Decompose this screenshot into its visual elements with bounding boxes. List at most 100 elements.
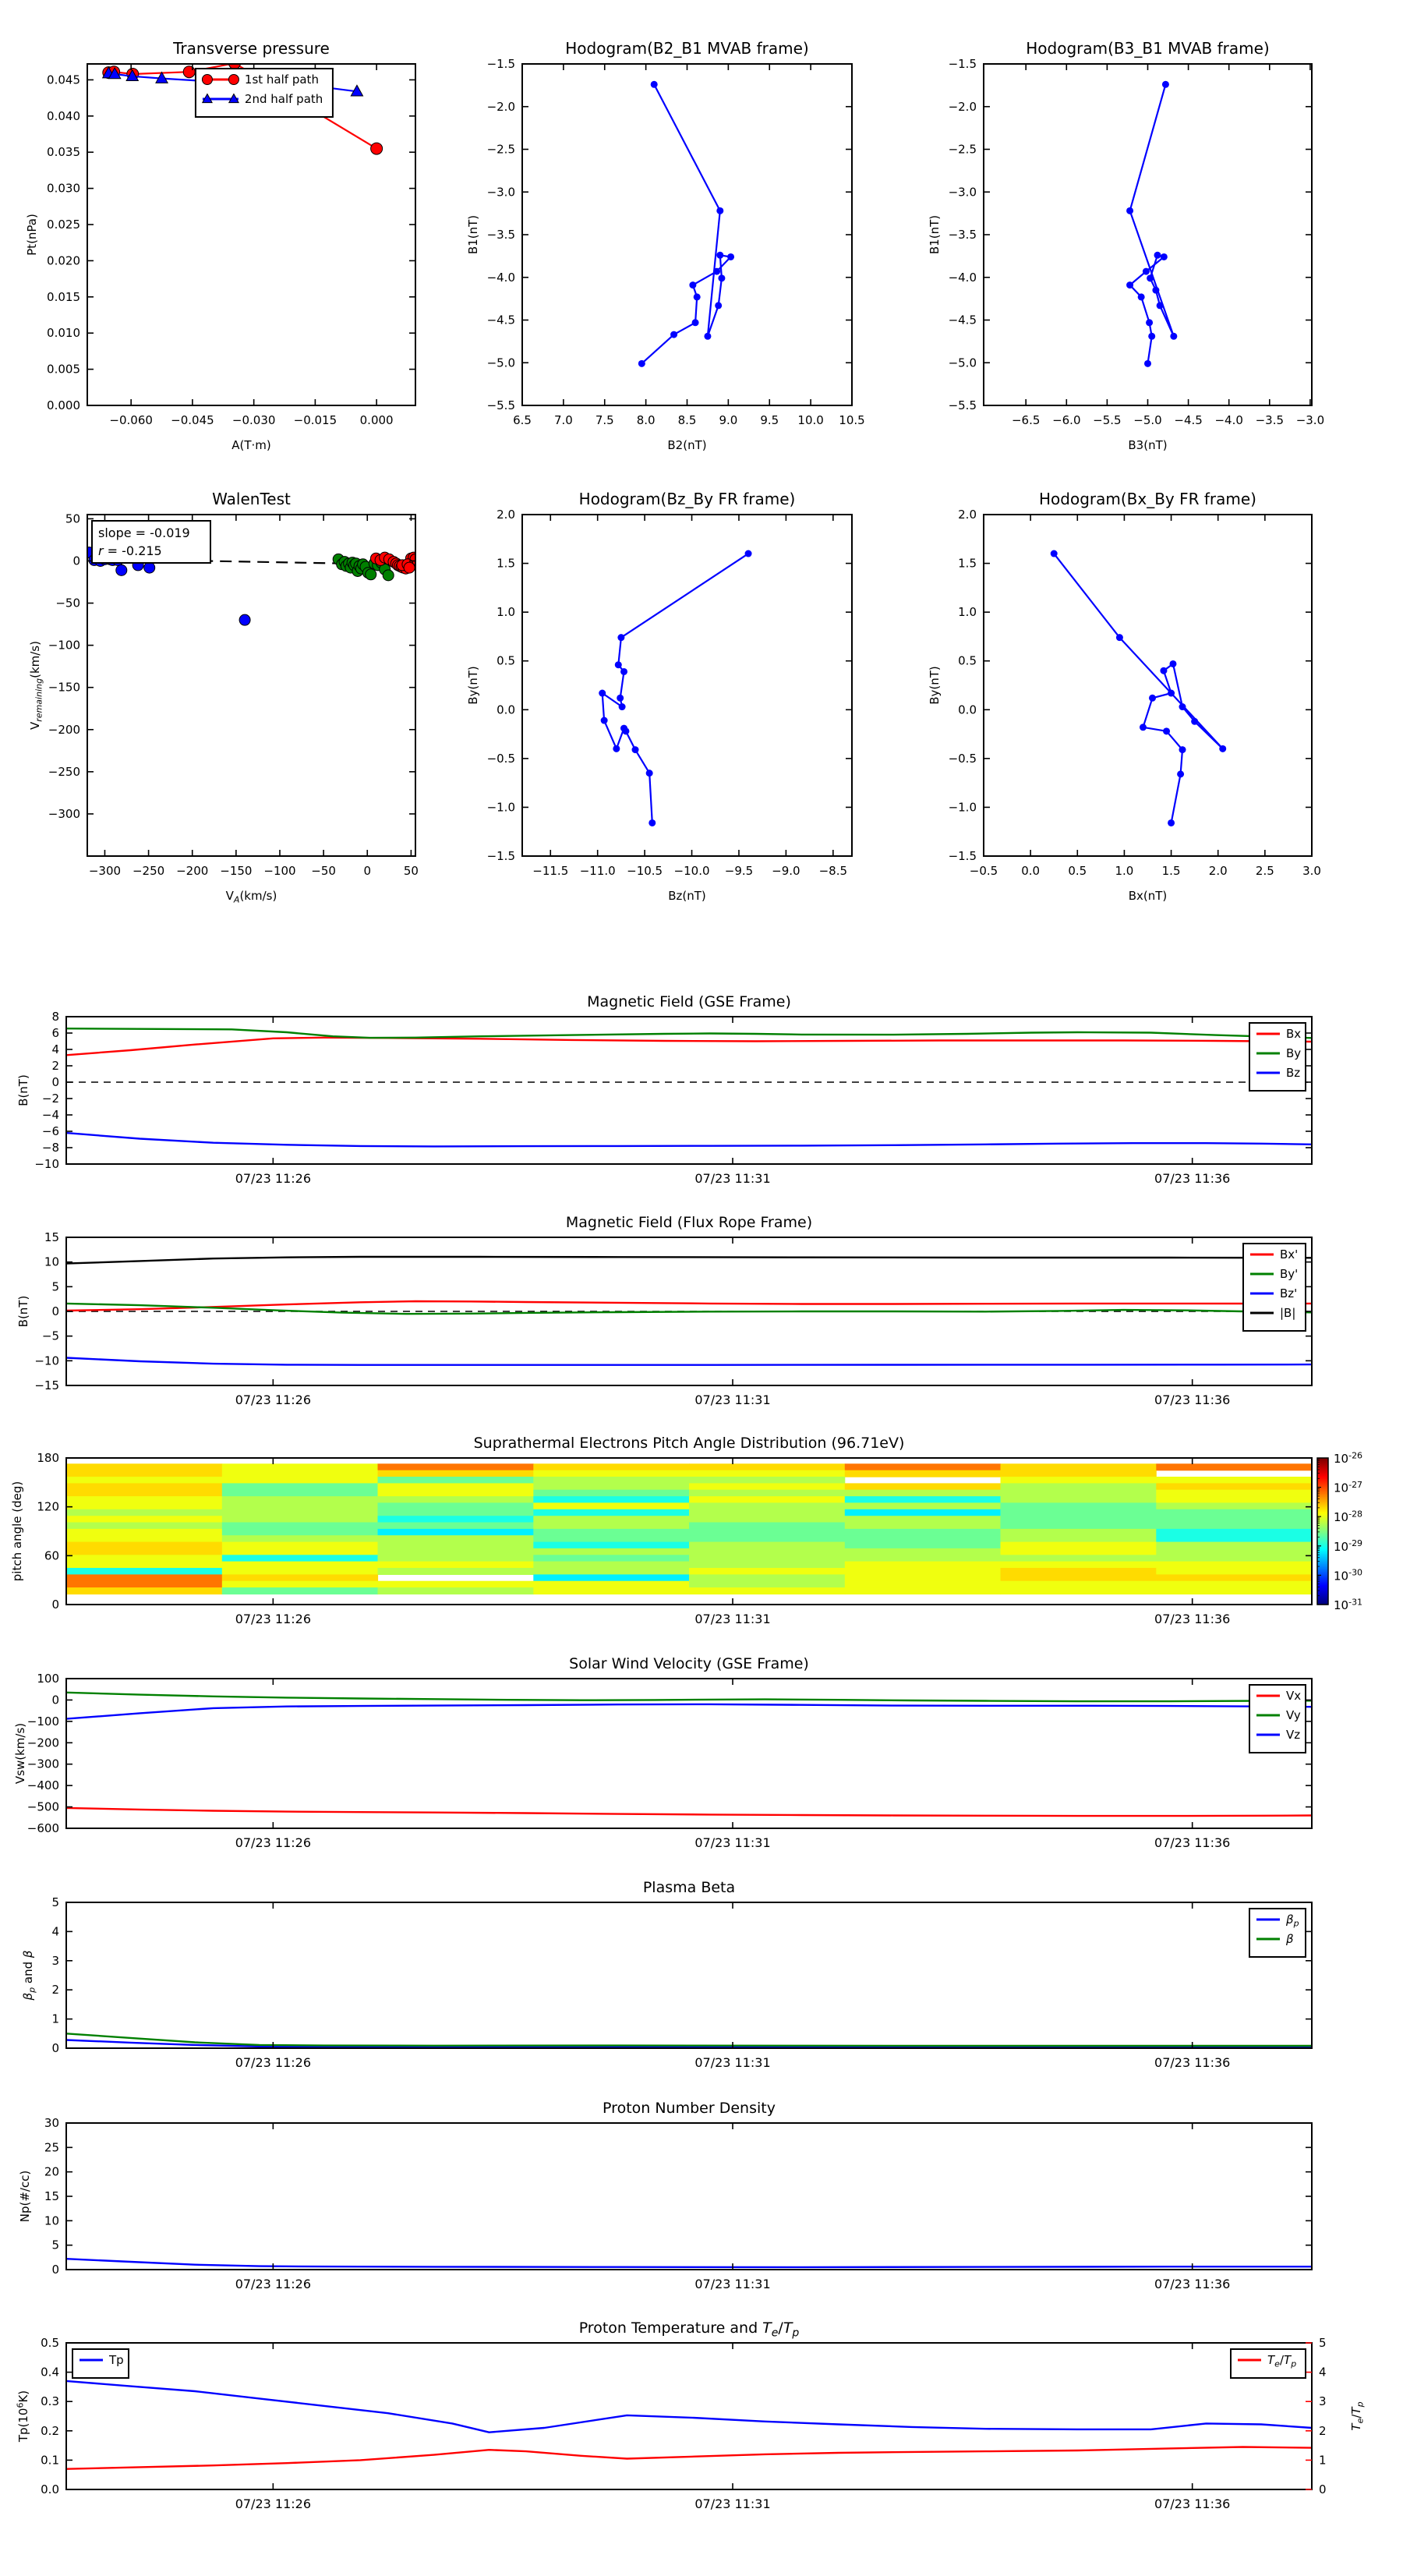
y-tick-label: −3.5 (487, 228, 515, 242)
x-tick-label: 07/23 11:26 (235, 2055, 311, 2070)
x-tick-label: −0.015 (294, 413, 337, 427)
y-tick-label: 0.5 (497, 654, 515, 668)
x-tick-label: −6.0 (1052, 413, 1080, 427)
y-tick-label: −3.5 (949, 228, 977, 242)
axes-frame (87, 514, 416, 857)
x-tick-label: 07/23 11:31 (694, 2277, 770, 2291)
x-tick-label: −9.5 (725, 864, 753, 878)
x-tick-label: 2.5 (1256, 864, 1274, 878)
panel-title: WalenTest (212, 490, 291, 508)
y-tick-label: 0.5 (958, 654, 977, 668)
y-tick-label: 0.4 (41, 2365, 59, 2380)
y-tick-label: −1.5 (949, 57, 977, 71)
series-By (66, 1302, 1312, 1315)
legend-label: Te/Tp (1267, 2353, 1296, 2369)
axis-ticks: 07/23 11:26 07/23 11:31 07/23 11:36 −15 −10 −… (34, 1230, 1312, 1407)
y-tick-label: −1.5 (487, 57, 515, 71)
y-tick-label: 20 (44, 2165, 59, 2179)
x-tick-label: 0.5 (1068, 864, 1087, 878)
panel-pad: 07/23 11:26 07/23 11:31 07/23 11:36 0 60 120 1… (10, 1435, 1362, 1626)
y-tick-label: 0.0 (497, 702, 515, 717)
series-By (66, 1027, 1312, 1039)
x-tick-label: 8.5 (678, 413, 697, 427)
legend: Bx By Bz (1249, 1022, 1306, 1092)
y-tick-label: 1.0 (497, 605, 515, 619)
y-tick-label: 0.5 (41, 2336, 59, 2350)
panel-title: Plasma Beta (643, 1879, 735, 1896)
x-tick-label: −4.5 (1174, 413, 1202, 427)
panel-title: Suprathermal Electrons Pitch Angle Distr… (474, 1435, 905, 1452)
x-tick-label: 07/23 11:36 (1154, 1612, 1230, 1626)
legend: Tp (72, 2348, 129, 2379)
series-Tp (66, 2380, 1312, 2433)
x-tick-label: −10.5 (627, 864, 663, 878)
y-tick-label: 0.000 (47, 398, 80, 412)
x-tick-label: 07/23 11:31 (694, 1171, 770, 1186)
x-tick-label: 6.5 (513, 413, 532, 427)
y-tick-label: −5.0 (487, 356, 515, 370)
y-axis-label: B1(nT) (928, 215, 942, 254)
y-tick-label: −300 (48, 807, 80, 821)
legend: βp β (1249, 1908, 1306, 1958)
x-tick-label: −0.045 (171, 413, 214, 427)
x-tick-label: 1.0 (1115, 864, 1133, 878)
axis-ticks: 07/23 11:26 07/23 11:31 07/23 11:36 −10 −8 −6… (34, 1010, 1312, 1186)
axis-ticks: 07/23 11:26 07/23 11:31 07/23 11:36 0 1 2 3 4 5 (51, 1895, 1312, 2070)
series-beta_p (66, 2039, 1312, 2048)
colorbar-label: 10-30 (1334, 1568, 1362, 1583)
panel-transverse-pressure: −0.060 −0.045 −0.030 −0.015 0.000 0.000 0.005 0… (25, 39, 416, 452)
legend-label: Bx' (1280, 1247, 1298, 1261)
y-tick-label: 0.2 (41, 2424, 59, 2438)
panel-hodogram-bxby: −0.5 0.0 0.5 1.0 1.5 2.0 2.5 3.0 −1.5 −1.0 −0.5 0.0… (928, 490, 1321, 903)
legend-label: Vy (1286, 1708, 1301, 1722)
y-tick-label: −1.5 (949, 849, 977, 863)
y-tick-label: −2.0 (949, 100, 977, 114)
y-tick-label: 8 (51, 1010, 59, 1024)
y-tick-label: −2.5 (487, 143, 515, 157)
y-tick-label: 0.020 (47, 253, 80, 267)
legend-label: 1st half path (245, 73, 319, 87)
y-tick-label: 0.3 (41, 2394, 59, 2408)
y-tick-label: 0 (51, 1304, 59, 1318)
series-Bz_By (599, 550, 752, 826)
y-tick-label: 30 (44, 2116, 59, 2130)
panel-walen-test: −300 −250 −200 −150 −100 −50 0 50 −300 −250 −200 −1… (28, 490, 419, 905)
y2-axis-label: Te/Tp (1349, 2401, 1366, 2430)
legend: Te/Tp (1230, 2348, 1306, 2379)
x-axis-label: VA(km/s) (226, 889, 277, 905)
x-tick-label: −50 (311, 864, 336, 878)
legend-label: 2nd half path (245, 92, 323, 106)
y-tick-label: 4 (51, 1042, 59, 1056)
x-tick-label: 7.0 (554, 413, 573, 427)
x-tick-label: −0.030 (232, 413, 276, 427)
y-axis-label: B(nT) (16, 1296, 30, 1328)
y-tick-label: −100 (48, 639, 80, 653)
axis-ticks: 07/23 11:26 07/23 11:31 07/23 11:36 0.0 0.1 0… (41, 2336, 1326, 2511)
x-tick-label: 1.5 (1162, 864, 1181, 878)
legend: 1st half path 2nd half path (194, 68, 334, 118)
colorbar-label: 10-29 (1334, 1538, 1362, 1554)
y-tick-label: −1.0 (487, 800, 515, 814)
series-Bz (66, 1357, 1312, 1366)
y-tick-label: 0.1 (41, 2453, 59, 2467)
legend-label: |B| (1280, 1306, 1295, 1320)
y-tick-label: 1.5 (958, 557, 977, 571)
axes-frame (65, 1902, 1313, 2049)
y-tick-label: −8 (42, 1141, 59, 1155)
y-tick-label: 0 (51, 1075, 59, 1089)
x-tick-label: 07/23 11:36 (1154, 1835, 1230, 1850)
y2-tick-label: 4 (1319, 2365, 1327, 2380)
series-Bx_By (1050, 550, 1227, 826)
y-tick-label: −500 (27, 1800, 59, 1814)
panel-mag-fr: 07/23 11:26 07/23 11:31 07/23 11:36 −15 −10 −… (16, 1214, 1313, 1407)
series-Vy (66, 1691, 1312, 1703)
y-tick-label: −4 (42, 1108, 59, 1122)
y-tick-label: 2 (51, 1983, 59, 1997)
panel-title: Transverse pressure (172, 39, 330, 58)
y-tick-label: 2.0 (497, 508, 515, 522)
y-tick-label: −4.5 (949, 313, 977, 327)
axis-ticks: −6.5 −6.0 −5.5 −5.0 −4.5 −4.0 −3.5 −3.0 −5.5 −5.0… (949, 57, 1325, 427)
series-Np (66, 2257, 1312, 2269)
x-tick-label: 07/23 11:31 (694, 2496, 770, 2511)
x-tick-label: −300 (89, 864, 121, 878)
